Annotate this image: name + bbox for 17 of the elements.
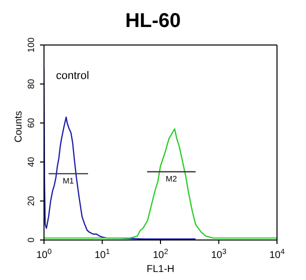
x-axis-title: FL1-H	[146, 264, 174, 275]
annotation: control	[56, 70, 90, 82]
y-tick-label: 60	[26, 118, 36, 128]
series-label: M2	[166, 174, 178, 184]
x-tick-label: 10$^{2}$	[152, 246, 168, 261]
x-tick-label: 10$^{0}$	[36, 246, 52, 261]
x-tick-label: 10$^{4}$	[269, 246, 285, 261]
y-tick-label: 0	[26, 237, 36, 243]
x-tick-label: 10$^{3}$	[211, 246, 226, 261]
chart-title: HL-60	[124, 9, 182, 34]
x-tick-label: 10$^{1}$	[94, 246, 110, 261]
y-tick-label: 80	[26, 78, 36, 90]
y-tick-label: 20	[26, 196, 36, 206]
y-axis-title: Counts	[14, 110, 25, 142]
series-label: M1	[62, 176, 74, 186]
y-tick-label: 40	[26, 156, 36, 168]
y-tick-label: 100	[26, 37, 36, 53]
